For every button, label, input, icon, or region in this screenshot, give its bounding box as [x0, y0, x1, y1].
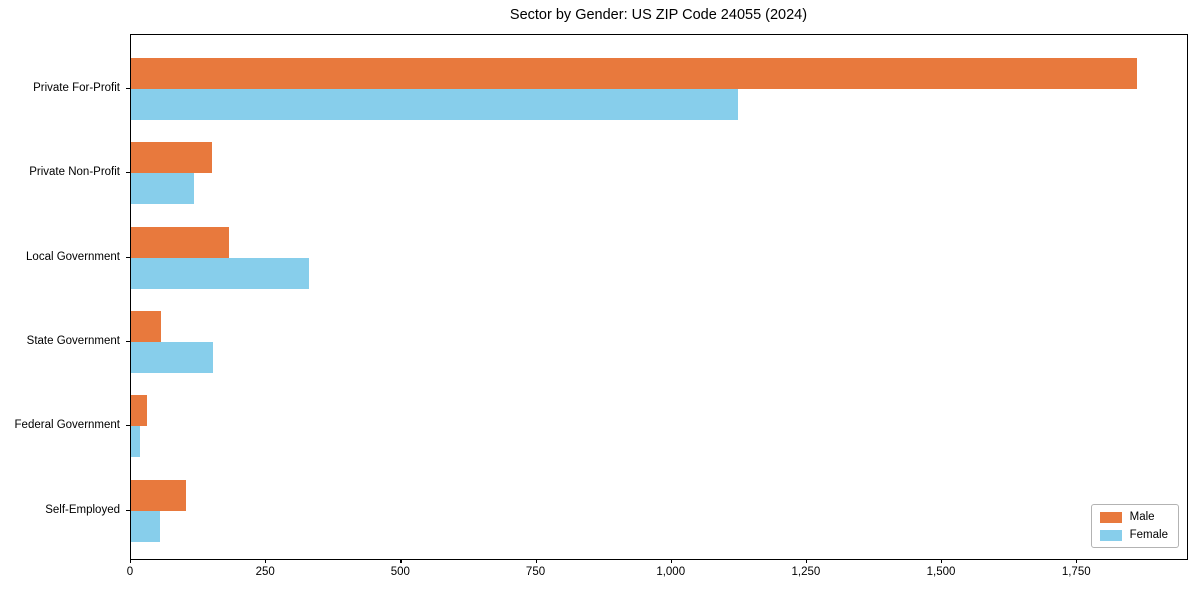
x-tick-mark — [535, 559, 537, 563]
x-tick-label: 250 — [255, 566, 275, 578]
x-tick-mark — [941, 559, 943, 563]
x-tick-label: 1,500 — [926, 566, 956, 578]
y-tick-label: Local Government — [26, 250, 120, 263]
bar-female-4 — [131, 341, 213, 373]
y-tick-label: State Government — [26, 334, 120, 347]
bar-female-2 — [131, 173, 195, 205]
x-tick-mark — [1076, 559, 1078, 563]
bar-male-3 — [131, 226, 230, 258]
legend-label: Male — [1129, 511, 1155, 523]
legend-item-female: Female — [1099, 529, 1168, 541]
y-tick-label: Self-Employed — [45, 503, 120, 516]
x-tick-mark — [130, 559, 132, 563]
x-tick-mark — [265, 559, 267, 563]
bar-male-6 — [131, 479, 186, 511]
y-tick-mark — [126, 256, 130, 258]
y-tick-label: Federal Government — [14, 419, 120, 432]
bar-male-5 — [131, 395, 147, 427]
y-tick-mark — [126, 509, 130, 511]
legend-swatch-male — [1099, 511, 1122, 523]
legend-label: Female — [1129, 529, 1168, 541]
bar-male-1 — [131, 58, 1137, 89]
y-tick-mark — [126, 340, 130, 343]
bar-male-2 — [131, 142, 213, 174]
legend-item-male: Male — [1099, 511, 1168, 523]
y-tick-mark — [126, 425, 130, 427]
legend-swatch-female — [1099, 529, 1122, 541]
x-tick-mark — [805, 559, 808, 563]
chart-title: Sector by Gender: US ZIP Code 24055 (202… — [509, 7, 808, 23]
x-tick-label: 1,250 — [791, 566, 821, 578]
y-tick-label: Private Non-Profit — [29, 166, 120, 179]
x-tick-label: 750 — [525, 566, 546, 578]
x-tick-mark — [670, 559, 672, 563]
x-tick-label: 0 — [126, 566, 134, 578]
y-tick-mark — [126, 172, 130, 174]
x-tick-label: 1,750 — [1061, 566, 1091, 578]
bar-female-1 — [131, 89, 739, 120]
bar-female-3 — [131, 257, 309, 289]
legend: Male Female — [1090, 504, 1179, 548]
bar-male-4 — [131, 310, 162, 342]
bar-female-5 — [131, 426, 140, 458]
bar-female-6 — [131, 510, 160, 542]
y-tick-mark — [126, 88, 130, 90]
x-tick-label: 500 — [390, 566, 410, 578]
x-tick-label: 1,000 — [656, 566, 686, 578]
plot-area: Male Female — [130, 34, 1188, 560]
x-tick-mark — [400, 559, 402, 563]
y-tick-label: Private For-Profit — [33, 82, 120, 94]
